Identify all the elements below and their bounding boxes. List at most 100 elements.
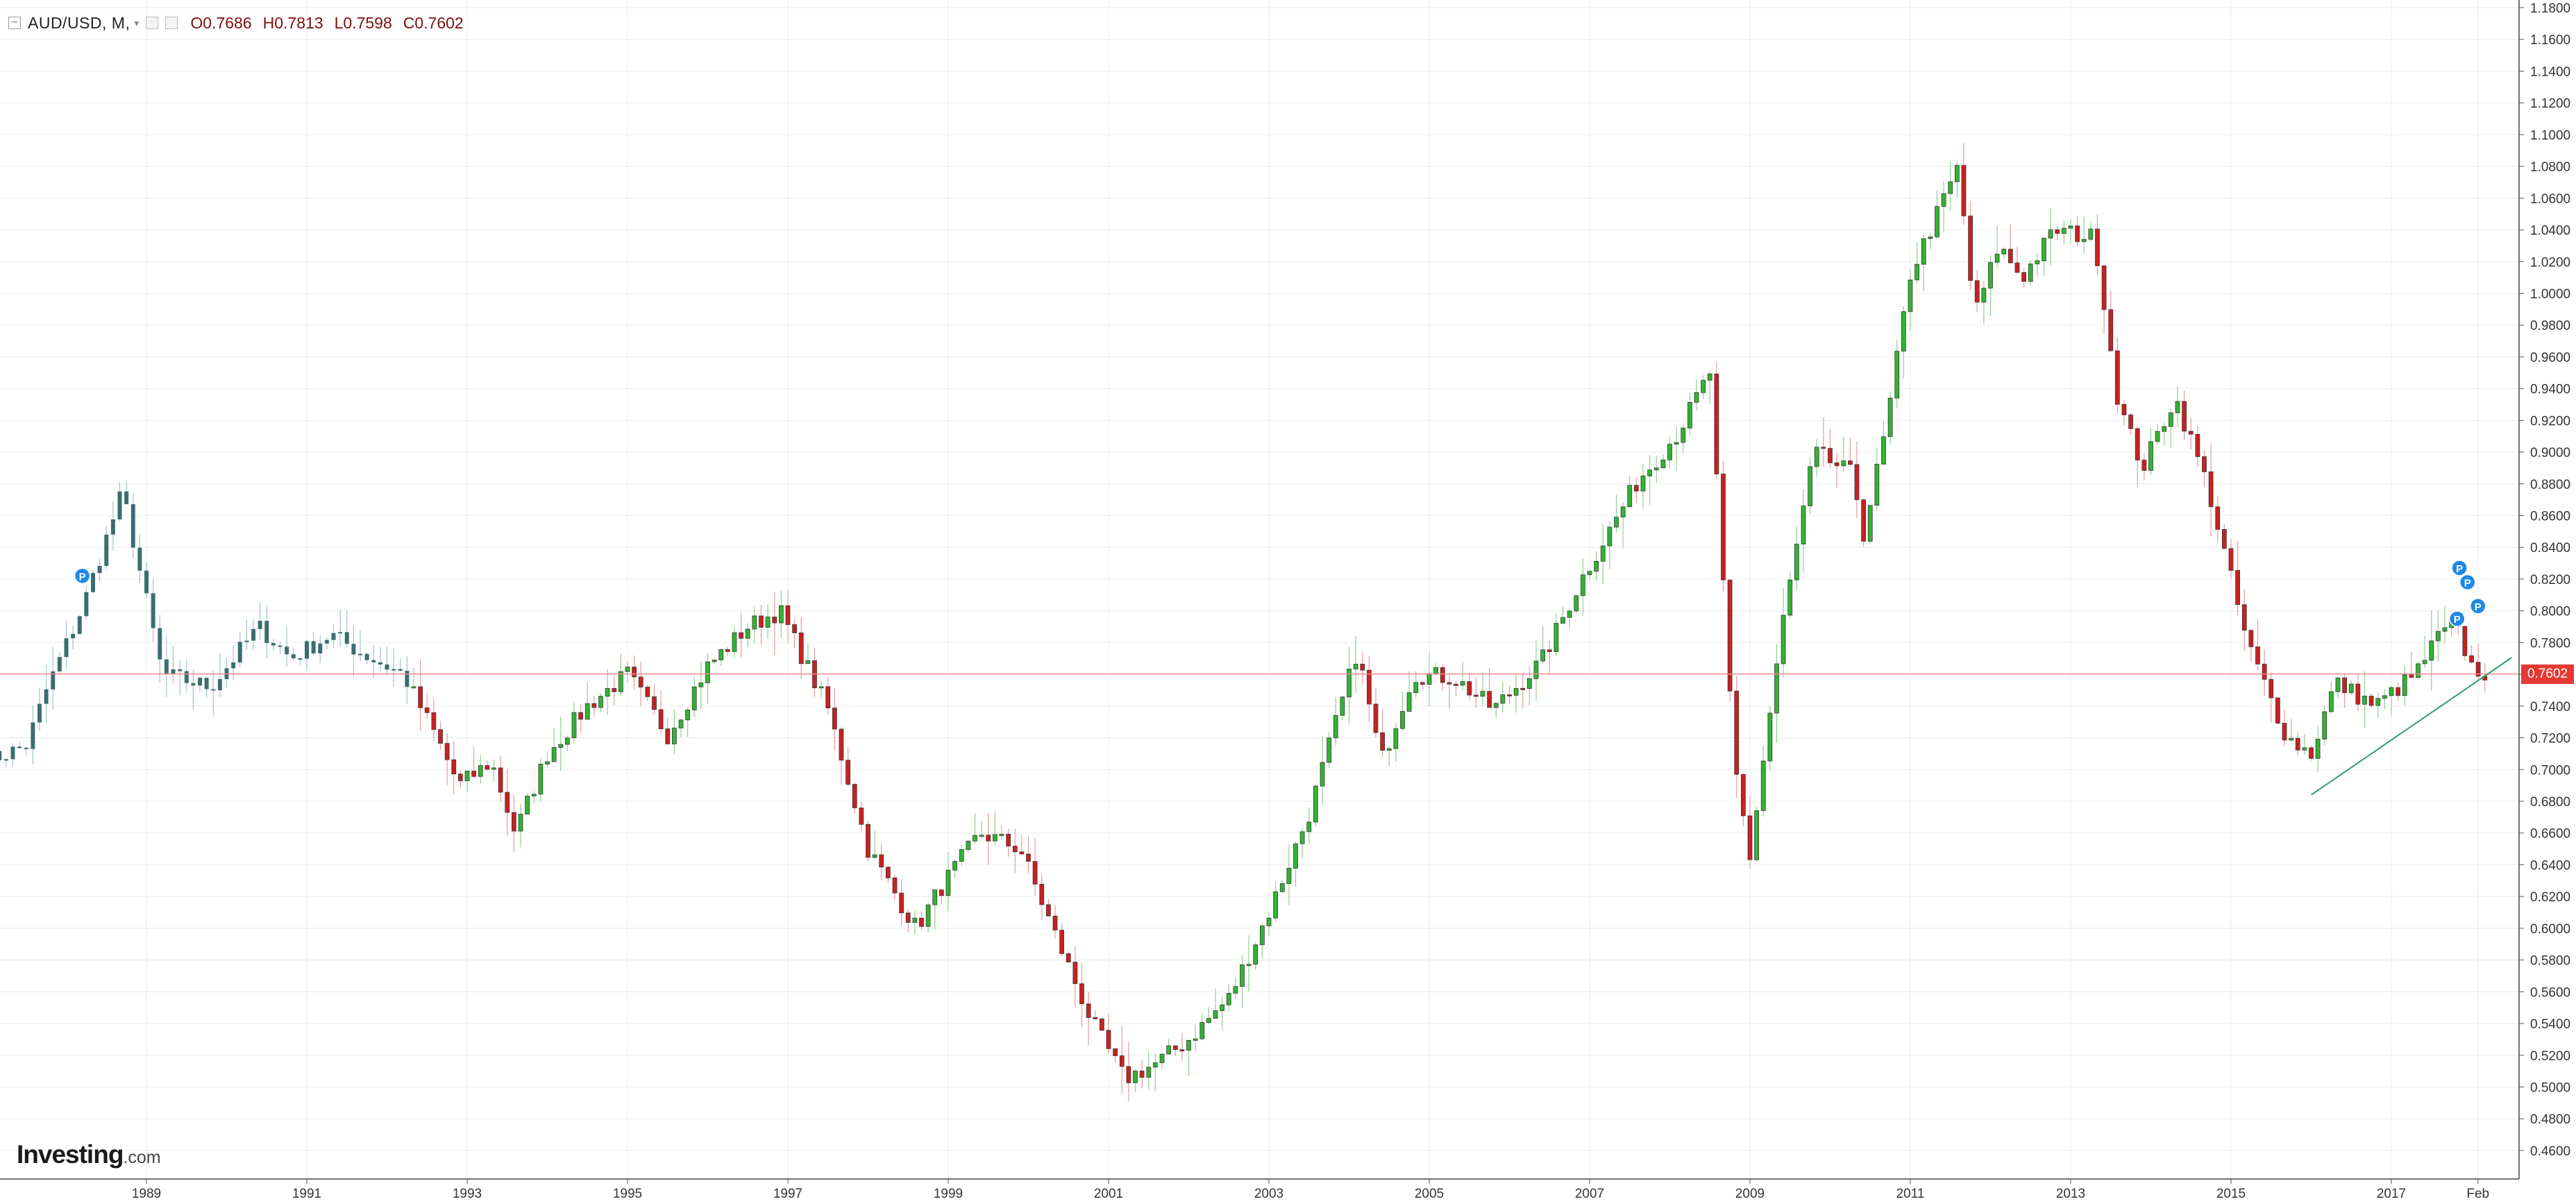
candle-body [1279, 883, 1285, 892]
candle-body [531, 794, 537, 796]
y-tick-label: 0.9200 [2530, 414, 2570, 428]
y-tick-label: 0.7800 [2530, 636, 2570, 651]
candle-body [10, 746, 15, 760]
candle-body [1259, 926, 1265, 946]
candle-body [438, 729, 443, 744]
candle-body [845, 760, 851, 785]
candle-body [986, 835, 991, 842]
candle-body [1600, 545, 1606, 562]
chevron-down-icon[interactable]: ▾ [134, 17, 140, 28]
candle-body [2335, 677, 2341, 692]
candle-body [1767, 712, 1773, 762]
candle-body [97, 566, 102, 574]
candle-body [237, 642, 242, 663]
candle-body [151, 593, 155, 628]
candle-body [1172, 1045, 1178, 1051]
candle-body [2255, 646, 2260, 664]
candle-body [712, 660, 717, 662]
candle-body [571, 712, 577, 739]
y-tick-label: 0.9400 [2530, 383, 2570, 397]
candle-body [725, 649, 730, 652]
candle-body [271, 643, 276, 646]
candle-body [638, 676, 643, 687]
x-tick-label: 2001 [1094, 1187, 1123, 1201]
candle-body [104, 534, 109, 567]
candle-body [2075, 225, 2080, 242]
candle-body [244, 640, 249, 642]
y-tick-label: 1.1000 [2530, 128, 2570, 143]
candle-body [966, 840, 971, 850]
candle-body [2048, 229, 2053, 239]
candle-body [351, 644, 356, 655]
candle-body [2035, 260, 2040, 265]
candle-body [2128, 415, 2134, 429]
candle-body [1881, 436, 1886, 465]
candle-body [2435, 630, 2441, 642]
candle-body [1808, 466, 1813, 507]
candle-body [1286, 868, 1292, 884]
candle-body [511, 812, 516, 832]
candle-body [1139, 1071, 1145, 1078]
candle-body [344, 632, 349, 644]
candle-body [1360, 663, 1365, 671]
candle-body [685, 710, 691, 721]
event-marker-label: P [2454, 614, 2461, 626]
candle-body [932, 889, 938, 905]
collapse-icon[interactable]: − [8, 17, 21, 29]
event-marker-label: P [2456, 563, 2463, 575]
candle-body [1594, 561, 1599, 572]
candle-body [1620, 506, 1626, 518]
y-tick-label: 0.7200 [2530, 732, 2570, 746]
candle-body [1299, 831, 1305, 844]
candle-body [2081, 239, 2087, 242]
candle-body [1901, 311, 1906, 352]
candle-body [1894, 351, 1900, 399]
candle-body [2362, 696, 2367, 705]
candle-body [117, 491, 122, 520]
candle-body [1293, 843, 1298, 869]
candle-body [645, 687, 650, 697]
candle-body [1954, 165, 1960, 183]
candle-body [1313, 785, 1318, 823]
candle-body [1554, 623, 1559, 652]
settings-icon[interactable] [146, 17, 159, 29]
candle-body [718, 649, 724, 660]
candle-body [938, 889, 944, 896]
candle-body [612, 688, 617, 692]
candle-body [1152, 1062, 1158, 1068]
brand-name: Investing [17, 1140, 124, 1169]
candle-body [1935, 206, 1939, 237]
candle-body [258, 621, 262, 629]
candle-body [1828, 448, 1833, 463]
candle-body [558, 744, 564, 748]
candle-body [2101, 265, 2107, 310]
candle-body [564, 737, 570, 745]
candle-body [158, 628, 162, 660]
candle-body [444, 743, 450, 760]
candle-body [1867, 505, 1873, 542]
candle-body [1974, 280, 1980, 303]
candle-body [1493, 703, 1499, 708]
candle-body [2396, 687, 2401, 696]
candle-body [164, 659, 169, 674]
candle-body [2162, 426, 2167, 432]
y-tick-label: 1.0400 [2530, 224, 2570, 238]
candle-body [1627, 485, 1633, 508]
symbol-label[interactable]: AUD/USD, M, [28, 13, 131, 32]
candle-body [2248, 630, 2254, 647]
candle-body [1420, 682, 1425, 685]
y-tick-label: 0.6800 [2530, 795, 2570, 810]
candle-body [2355, 683, 2361, 705]
candle-body [2348, 683, 2354, 694]
x-tick-label: 1989 [132, 1187, 161, 1201]
candle-body [919, 917, 924, 927]
candle-body [899, 892, 904, 914]
candle-body [2095, 228, 2100, 267]
candle-body [451, 759, 457, 775]
hide-icon[interactable] [165, 17, 178, 29]
candle-body [2422, 660, 2427, 664]
candle-body [485, 765, 490, 770]
